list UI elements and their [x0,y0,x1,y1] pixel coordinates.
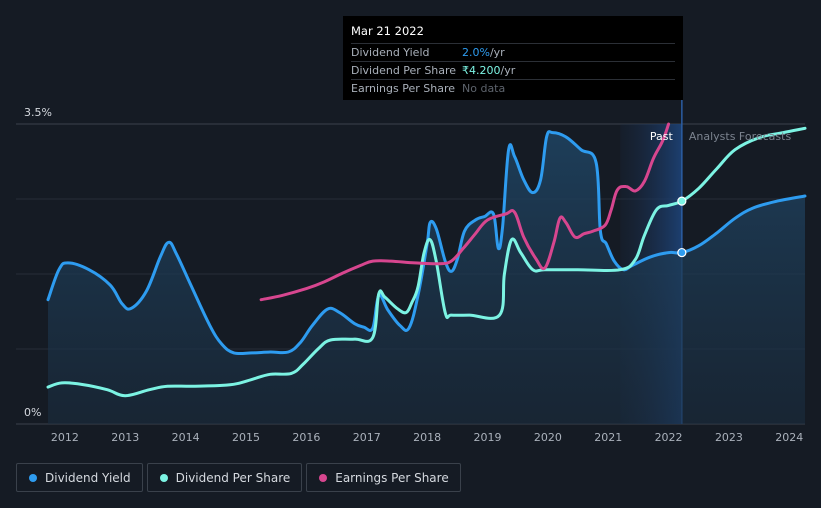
legend-label: Earnings Per Share [335,470,449,485]
x-tick-label: 2022 [655,431,683,444]
x-tick-label: 2012 [51,431,79,444]
x-tick-label: 2015 [232,431,260,444]
legend-dot-icon [319,473,328,482]
tooltip-value: No data [462,82,506,95]
tooltip-row-earnings-per-share: Earnings Per Share No data [351,79,675,97]
x-tick-label: 2013 [111,431,139,444]
tooltip-marker [677,247,687,258]
legend-item-earnings-per-share[interactable]: Earnings Per Share [306,463,461,492]
tooltip-date: Mar 21 2022 [351,24,424,38]
x-axis-ticks: 2012 2013 2014 2015 2016 2017 2018 2019 2020 2021… [51,431,803,444]
series-line [46,126,807,398]
legend-label: Dividend Yield [45,470,131,485]
series-lines [46,122,807,398]
tooltip-row-dividend-yield: Dividend Yield 2.0% /yr [351,43,675,61]
tooltip-markers [677,196,687,258]
x-tick-label: 2021 [594,431,622,444]
y-tick-label: 3.5% [24,106,52,119]
series-line [259,122,671,302]
tooltip-value: ₹4.200 [462,64,501,77]
tooltip-label: Earnings Per Share [351,82,456,95]
x-tick-label: 2020 [534,431,562,444]
tooltip-label: Dividend Yield [351,46,430,59]
legend-item-dividend-per-share[interactable]: Dividend Per Share [146,463,303,492]
tooltip-label: Dividend Per Share [351,64,457,77]
legend-dot-icon [29,473,37,482]
series-line [46,130,807,356]
legend-dot-icon [159,473,168,482]
series-area [48,131,805,425]
y-tick-label: 0% [24,406,41,419]
x-tick-label: 2018 [413,431,441,444]
x-tick-label: 2019 [473,431,501,444]
legend-item-dividend-yield[interactable]: Dividend Yield [16,463,143,492]
x-tick-label: 2016 [292,431,320,444]
x-tick-label: 2017 [353,431,381,444]
legend-label: Dividend Per Share [175,470,291,485]
forecast-region-label: Analysts Forecasts [689,130,792,143]
chart-legend: Dividend Yield Dividend Per Share Earnin… [16,463,461,492]
x-tick-label: 2023 [715,431,743,444]
tooltip-unit: /yr [489,46,505,59]
data-tooltip: Mar 21 2022 Dividend Yield 2.0% /yr Divi… [343,16,683,100]
past-region-label: Past [650,130,674,143]
tooltip-value: 2.0% [462,46,490,59]
tooltip-marker [677,196,687,206]
x-tick-label: 2024 [775,431,803,444]
tooltip-unit: /yr [500,64,516,77]
x-tick-label: 2014 [172,431,200,444]
y-axis-ticks: 3.5% 0% [24,106,52,419]
series-areas [48,131,805,425]
tooltip-row-dividend-per-share: Dividend Per Share ₹4.200 /yr [351,61,675,79]
